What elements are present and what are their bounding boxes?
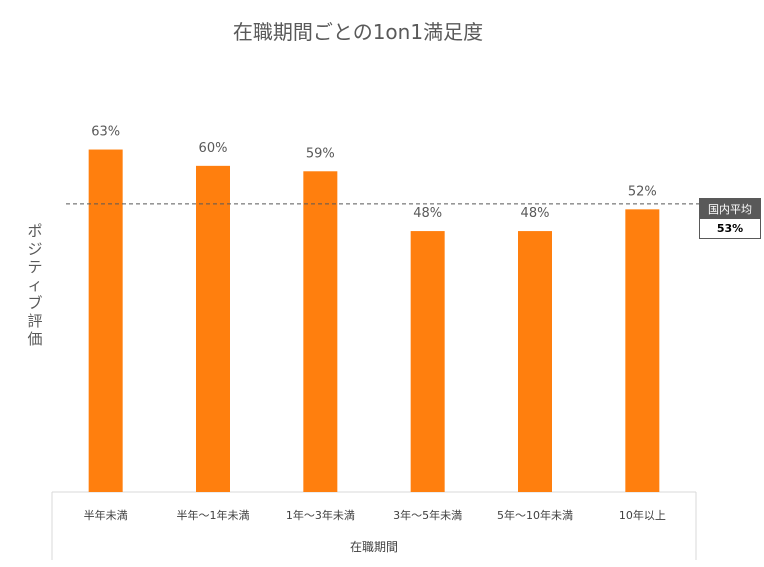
data-label-3: 48% xyxy=(413,206,442,221)
category-label-4: 5年～10年未満 xyxy=(497,508,573,522)
bar-1 xyxy=(196,165,230,492)
bar-2 xyxy=(303,171,338,493)
bar-3 xyxy=(410,231,445,493)
data-label-4: 48% xyxy=(521,206,550,221)
national-average-value: 53% xyxy=(716,222,744,235)
national-average-label: 国内平均 xyxy=(700,199,760,219)
data-labels: 63% 60% 59% 48% 48% 52% xyxy=(91,125,657,222)
category-table-border xyxy=(51,491,697,560)
data-label-2: 59% xyxy=(306,146,335,161)
data-label-5: 52% xyxy=(628,184,657,199)
y-axis-title: ポジティブ評価 xyxy=(27,222,43,348)
bar-series xyxy=(88,149,660,493)
category-label-3: 3年～5年未満 xyxy=(393,508,462,522)
category-labels: 半年未満 半年～1年未満 1年～3年未満 3年～5年未満 5年～10年未満 10年以上 xyxy=(84,508,666,522)
category-label-1: 半年～1年未満 xyxy=(177,508,250,522)
bar-5 xyxy=(625,209,660,493)
data-label-0: 63% xyxy=(91,125,120,140)
category-label-2: 1年～3年未満 xyxy=(286,508,355,522)
bar-4 xyxy=(518,231,552,493)
category-label-0: 半年未満 xyxy=(84,508,128,522)
chart-title: 在職期間ごとの1on1満足度 xyxy=(232,20,484,44)
data-label-1: 60% xyxy=(199,141,228,156)
x-axis-title: 在職期間 xyxy=(349,540,398,554)
bar-0 xyxy=(88,149,123,493)
category-label-5: 10年以上 xyxy=(619,508,666,522)
national-average-callout: 国内平均 53% xyxy=(699,198,761,239)
